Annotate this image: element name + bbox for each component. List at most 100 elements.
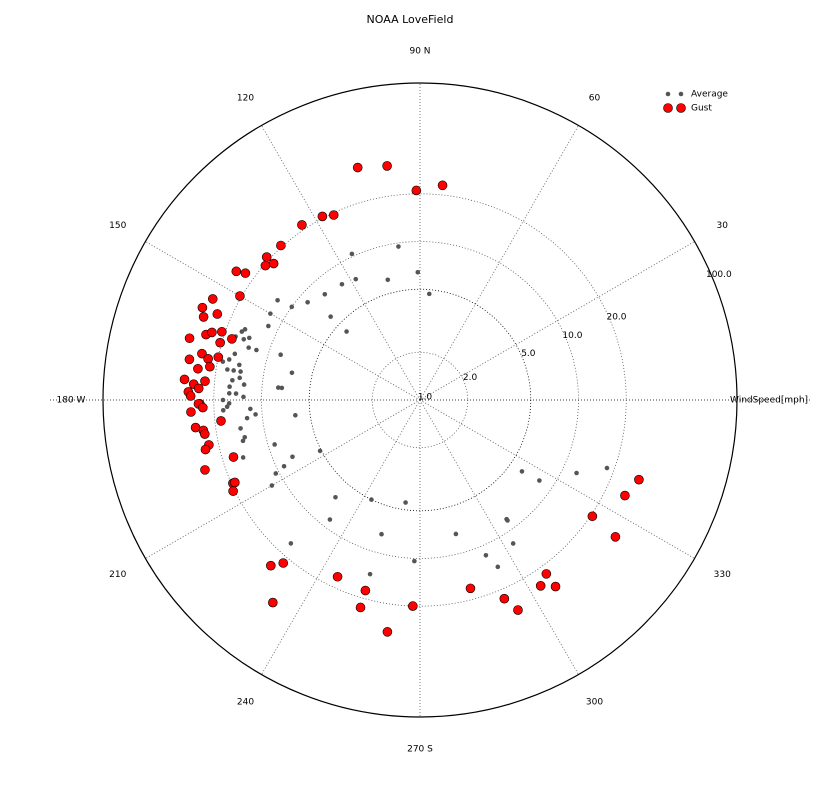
average-point	[220, 359, 226, 364]
average-point	[241, 337, 247, 342]
legend-marker	[663, 103, 673, 113]
average-point	[289, 304, 295, 310]
r-axis-label: WindSpeed[mph]	[730, 396, 808, 406]
gust-point	[268, 597, 278, 608]
theta-tick-label: 270 S	[407, 745, 433, 755]
average-point	[244, 415, 250, 421]
gust-point	[352, 162, 363, 173]
gust-point	[408, 601, 418, 611]
gust-point	[193, 363, 203, 374]
average-point	[279, 385, 285, 391]
average-point	[272, 442, 277, 447]
theta-tick-label: 120	[237, 93, 254, 103]
average-point	[226, 357, 232, 362]
r-grid-line	[213, 193, 627, 607]
legend-marker	[665, 91, 671, 97]
average-point	[453, 531, 459, 537]
legend-label: Average	[691, 90, 728, 100]
theta-grid-line	[261, 399, 421, 675]
gust-point	[227, 334, 237, 344]
average-point	[227, 384, 232, 389]
gust-point	[541, 569, 552, 579]
average-point	[238, 426, 243, 431]
gust-point	[200, 465, 210, 475]
theta-grid-line	[145, 399, 421, 559]
average-point	[333, 494, 338, 500]
average-point	[220, 397, 226, 403]
gust-point	[465, 583, 476, 594]
gust-point	[231, 266, 242, 277]
r-tick-label: 100.0	[706, 270, 732, 280]
gust-point	[185, 391, 196, 401]
gust-point	[587, 511, 598, 522]
theta-grid-line	[419, 399, 695, 559]
average-point	[230, 377, 235, 383]
gust-point	[328, 210, 339, 220]
average-point	[327, 517, 333, 522]
average-point	[305, 300, 310, 305]
theta-tick-label: 60	[589, 93, 601, 103]
gust-point	[228, 486, 238, 496]
gust-point	[217, 326, 227, 337]
average-point	[220, 408, 226, 413]
average-point	[246, 335, 252, 341]
gust-point	[437, 180, 448, 191]
gust-point	[200, 376, 210, 386]
average-point	[239, 329, 245, 334]
average-point	[412, 558, 417, 564]
average-point	[281, 464, 287, 469]
theta-tick-label: 330	[714, 570, 731, 580]
gust-point	[213, 352, 224, 362]
gust-point	[332, 571, 343, 582]
gust-point	[186, 407, 196, 417]
average-point	[226, 401, 232, 406]
average-point	[510, 541, 516, 546]
average-point	[225, 367, 230, 372]
average-point	[339, 281, 345, 287]
gust-point	[184, 354, 195, 365]
r-grid-line	[308, 288, 532, 512]
average-point	[241, 382, 247, 387]
average-point	[240, 455, 246, 460]
legend-label: Gust	[691, 104, 712, 114]
average-point	[293, 413, 298, 418]
gust-point	[550, 581, 561, 592]
gust-point	[634, 474, 644, 485]
gust-point	[207, 294, 218, 304]
average-point	[537, 478, 542, 483]
gust-point	[261, 252, 272, 262]
average-point	[604, 465, 610, 471]
gust-point	[197, 302, 208, 313]
average-point	[288, 541, 294, 546]
gust-point	[193, 383, 204, 394]
average-point	[289, 370, 295, 376]
average-point	[237, 362, 242, 368]
gust-point	[278, 558, 289, 568]
average-point	[275, 297, 280, 303]
average-point	[403, 500, 408, 505]
average-point	[233, 391, 239, 396]
average-point	[574, 470, 579, 476]
gust-point	[317, 211, 328, 222]
gust-point	[499, 593, 510, 604]
r-grid-line	[261, 241, 579, 559]
gust-point	[179, 374, 190, 385]
gust-point	[382, 627, 393, 637]
average-point	[231, 368, 236, 373]
gust-point	[216, 416, 226, 426]
average-point	[328, 314, 333, 319]
gust-point	[535, 581, 546, 591]
gust-point	[268, 258, 279, 269]
theta-tick-label: 150	[109, 221, 126, 231]
r-tick-label: 5.0	[521, 349, 536, 359]
r-tick-label: 2.0	[463, 373, 478, 383]
gust-point	[260, 260, 271, 271]
average-point	[483, 553, 489, 558]
average-point	[268, 311, 273, 316]
average-point	[237, 375, 242, 381]
theta-grid-line	[419, 399, 579, 675]
average-point	[322, 291, 328, 297]
theta-tick-label: 30	[717, 221, 729, 231]
gust-point	[266, 560, 276, 571]
